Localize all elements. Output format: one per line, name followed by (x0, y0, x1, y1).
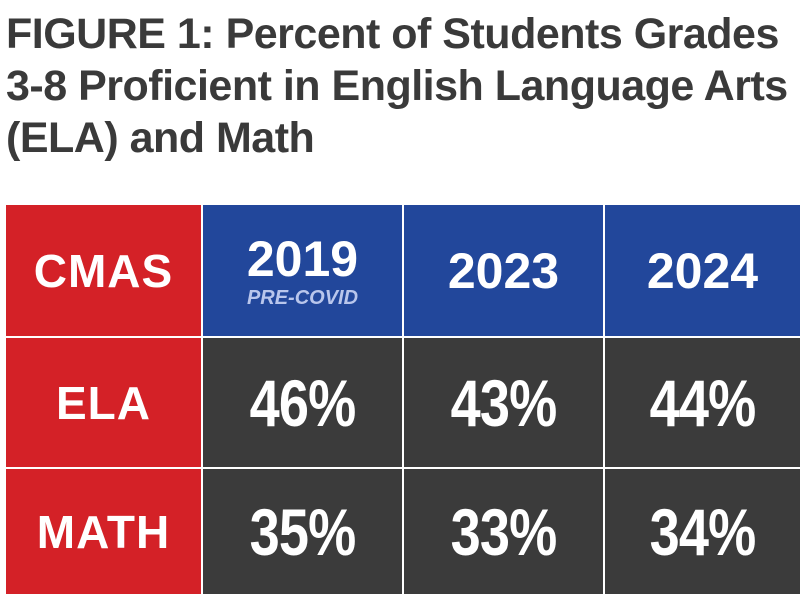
column-header-2019: 2019 PRE-COVID (203, 205, 402, 336)
column-year-2023: 2023 (447, 242, 560, 299)
value-ela-2019: 46% (249, 365, 357, 440)
value-ela-2024: 44% (649, 365, 757, 440)
value-math-2019: 35% (249, 494, 357, 569)
value-math-2023: 33% (450, 494, 558, 569)
row-label-ela: ELA (56, 376, 151, 429)
column-year-2019: 2019 (246, 230, 359, 287)
corner-label: CMAS (33, 244, 174, 297)
row-label-math: MATH (36, 505, 171, 558)
row-header-ela: ELA (6, 338, 201, 467)
value-math-2024: 34% (649, 494, 757, 569)
table-cell: 33% (404, 469, 603, 594)
column-year-2024: 2024 (646, 242, 759, 299)
table-cell: 44% (605, 338, 800, 467)
table-cell: 35% (203, 469, 402, 594)
column-header-2024: 2024 (605, 205, 800, 336)
proficiency-table: CMAS 2019 PRE-COVID 2023 2024 ELA 46% 43… (6, 205, 800, 596)
table-cell: 34% (605, 469, 800, 594)
value-ela-2023: 43% (450, 365, 558, 440)
corner-header: CMAS (6, 205, 201, 336)
column-header-2023: 2023 (404, 205, 603, 336)
row-header-math: MATH (6, 469, 201, 594)
chart-title: FIGURE 1: Percent of Students Grades 3-8… (6, 10, 788, 162)
table-cell: 43% (404, 338, 603, 467)
table-cell: 46% (203, 338, 402, 467)
column-note-2019: PRE-COVID (246, 286, 359, 309)
